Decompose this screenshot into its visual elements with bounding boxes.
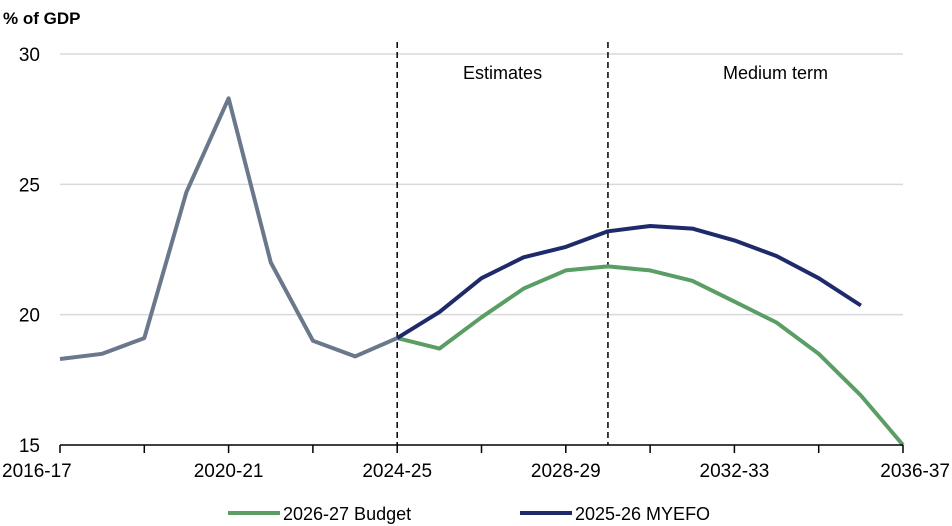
legend: 2026-27 Budget 2025-26 MYEFO [228,504,710,524]
region-dividers [396,42,609,445]
y-tick-label-20: 20 [19,306,40,327]
series-lines [59,96,905,447]
x-tick-label-2024-25: 2024-25 [362,461,432,482]
region-label-0: Estimates [463,63,542,83]
x-tick-label-2036-37: 2036-37 [880,461,950,482]
x-tick-label-2020-21: 2020-21 [194,461,264,482]
series-line-1 [396,264,905,447]
region-label-1: Medium term [723,63,828,83]
y-axis-unit-label: % of GDP [3,9,80,28]
series-line-0 [59,96,398,361]
legend-label-1: 2025-26 MYEFO [575,504,710,524]
x-tick-label-2032-33: 2032-33 [700,461,770,482]
legend-label-0: 2026-27 Budget [283,504,411,524]
region-labels: Estimates Medium term [463,63,828,83]
y-tick-label-15: 15 [19,436,40,457]
gridlines [60,53,903,316]
legend-item-0: 2026-27 Budget [228,504,411,524]
x-axis-tick-labels: 2016-17 2020-21 2024-25 2028-29 2032-33 2036-… [2,461,950,482]
x-tick-label-2016-17: 2016-17 [2,461,72,482]
series-line-2 [396,224,862,340]
x-tick-label-2028-29: 2028-29 [531,461,601,482]
y-axis-tick-labels: 15 20 25 30 [19,45,40,457]
y-tick-label-30: 30 [19,45,40,66]
x-axis-ticks [59,445,904,453]
y-tick-label-25: 25 [19,175,40,196]
legend-item-1: 2025-26 MYEFO [520,504,710,524]
